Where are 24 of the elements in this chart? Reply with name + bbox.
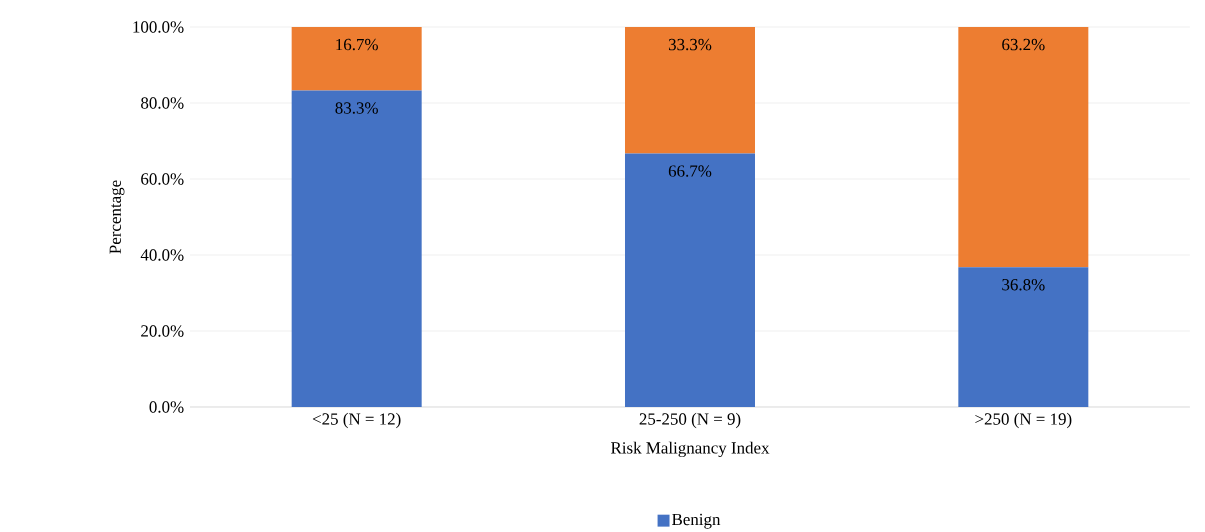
legend-label: Benign <box>672 514 721 529</box>
y-tick-label: 60.0% <box>141 173 184 185</box>
data-label: 63.2% <box>1002 39 1045 51</box>
y-tick-label: 20.0% <box>141 325 184 337</box>
bar <box>958 27 1089 268</box>
data-label: 16.7% <box>336 39 378 51</box>
bar <box>625 153 755 408</box>
y-tick-label: 0.0% <box>149 401 184 413</box>
bar <box>958 267 1089 408</box>
y-axis-title: Percentage <box>109 180 125 254</box>
x-tick-label: >250 (N = 19) <box>975 413 1072 429</box>
y-tick-label: 40.0% <box>140 249 184 261</box>
data-label: 33.3% <box>668 39 712 51</box>
bar <box>625 27 755 154</box>
x-axis-title: Risk Malignancy Index <box>610 441 770 458</box>
bar <box>291 27 422 91</box>
data-label: 66.7% <box>668 165 712 178</box>
x-tick-label: 25-250 (N = 9) <box>639 413 741 429</box>
x-tick-label: <25 (N = 12) <box>312 413 401 429</box>
data-label: 83.3% <box>335 102 378 114</box>
y-tick-label: 100.0% <box>133 21 184 33</box>
y-tick-label: 80.0% <box>141 97 184 109</box>
data-label: 36.8% <box>1002 279 1045 291</box>
bar <box>291 90 422 408</box>
